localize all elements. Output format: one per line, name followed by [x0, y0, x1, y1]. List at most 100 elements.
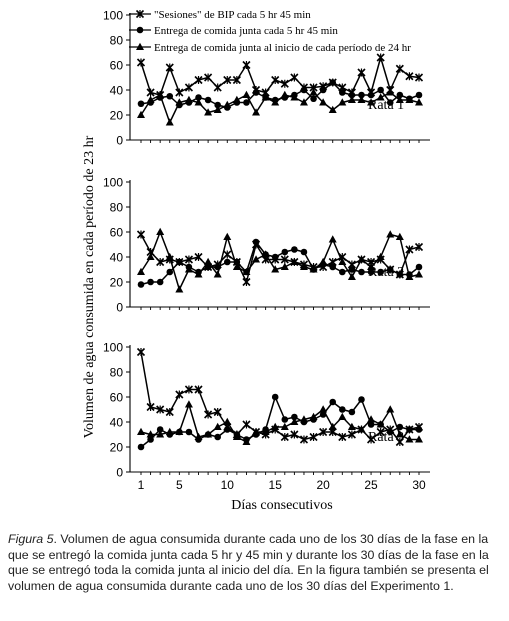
data-point [415, 263, 423, 271]
y-tick-label: 100 [103, 176, 123, 190]
data-point [290, 93, 299, 101]
figure-caption: Figura 5. Volumen de agua consumida dura… [8, 532, 504, 594]
data-point [415, 426, 423, 433]
panel-label: Rata 1 [368, 98, 404, 113]
data-point [280, 262, 289, 270]
data-point [185, 428, 193, 436]
data-point [339, 406, 346, 413]
legend: "Sesiones" de BIP cada 5 hr 45 min Entreg… [129, 9, 411, 54]
data-point [147, 436, 154, 443]
data-point [184, 95, 193, 103]
data-point [395, 232, 404, 240]
data-point [232, 432, 241, 440]
data-point [386, 230, 395, 238]
data-point [319, 98, 328, 106]
data-point [358, 268, 365, 276]
data-point [395, 437, 404, 447]
data-point [252, 427, 261, 435]
data-point [414, 73, 424, 82]
data-point [376, 427, 385, 437]
data-point [406, 426, 413, 433]
data-point [261, 427, 270, 435]
data-point [243, 99, 250, 106]
legend-label: "Sesiones" de BIP cada 5 hr 45 min [154, 9, 311, 21]
data-point [347, 422, 356, 430]
y-axis-label: Volumen de agua consumida en cada períod… [82, 135, 97, 438]
data-point [223, 417, 232, 425]
data-point [242, 267, 251, 275]
data-point [415, 435, 423, 443]
series-circle [137, 393, 423, 451]
data-point [357, 255, 366, 263]
data-point [194, 98, 203, 106]
y-tick-label: 80 [110, 201, 124, 215]
y-tick-label: 60 [110, 391, 124, 405]
data-point [156, 426, 164, 433]
data-point [271, 265, 280, 273]
data-point [184, 255, 193, 264]
data-point [146, 430, 155, 438]
panel-1: 0 20 40 60 80 100 Rata 1 [103, 9, 430, 148]
panel-label: Rata 3 [368, 430, 404, 445]
data-point [136, 347, 146, 357]
data-point [281, 248, 289, 256]
data-point [146, 252, 155, 260]
legend-label: Entrega de comida junta al inicio de cad… [154, 42, 411, 54]
data-point [184, 385, 193, 394]
x-tick-label: 15 [269, 478, 283, 492]
data-point [405, 272, 414, 280]
data-point [347, 272, 356, 280]
series-line [140, 234, 420, 283]
figure-label: Figura 5 [8, 532, 54, 546]
data-point [309, 265, 318, 273]
series-circle [137, 238, 423, 288]
data-point [271, 253, 279, 261]
data-point [223, 75, 232, 85]
data-point [137, 267, 145, 275]
data-point [175, 390, 184, 399]
data-point [194, 432, 203, 440]
y-tick-label: 20 [110, 276, 124, 290]
data-point [386, 88, 395, 96]
data-point [261, 93, 270, 101]
y-tick-label: 100 [103, 341, 123, 355]
y-tick-label: 80 [110, 366, 124, 380]
data-point [367, 415, 376, 423]
caption-text: . Volumen de agua consumida durante cada… [8, 532, 489, 593]
data-point [348, 266, 356, 273]
data-point [395, 430, 404, 438]
data-point [310, 95, 317, 103]
y-tick-label: 40 [110, 84, 124, 98]
data-point [213, 407, 222, 417]
data-point [358, 396, 365, 403]
data-point [299, 262, 308, 270]
data-point [242, 90, 251, 98]
data-point [156, 405, 165, 414]
data-point [376, 420, 385, 428]
data-point [146, 402, 155, 412]
data-point [232, 262, 241, 270]
legend-marker-circle [136, 26, 144, 34]
data-point [280, 432, 289, 442]
data-point [280, 79, 289, 88]
data-point [137, 110, 145, 118]
data-point [299, 435, 309, 444]
data-point [395, 64, 404, 73]
panel-2: 0 20 40 60 80 100 Rata 2 [103, 176, 430, 315]
data-point [242, 437, 251, 445]
data-point [184, 83, 193, 92]
data-point [175, 88, 184, 97]
data-point [252, 89, 260, 96]
data-point [175, 285, 184, 293]
data-point [194, 252, 203, 262]
data-point [194, 385, 203, 394]
data-point [165, 118, 174, 126]
data-point [386, 405, 395, 413]
data-point [338, 432, 347, 442]
data-point [223, 100, 232, 108]
x-tick-label: 5 [176, 478, 183, 492]
data-point [396, 91, 404, 99]
legend-marker-triangle [136, 42, 144, 50]
data-point [213, 422, 222, 430]
data-point [166, 268, 174, 276]
